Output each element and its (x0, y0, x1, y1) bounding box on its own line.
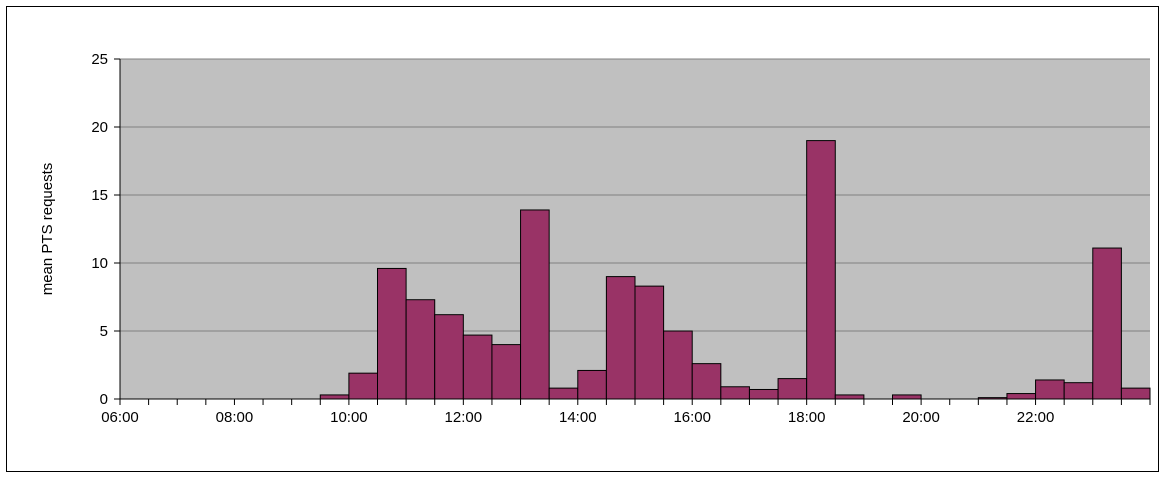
x-tick-label: 12:00 (445, 409, 483, 426)
x-tick-label: 18:00 (788, 409, 826, 426)
bar-21:30 (1006, 393, 1037, 400)
x-axis-ticks: 06:00 08:00 10:00 12:00 14:00 16:00 18:00 20:00… (101, 399, 1151, 426)
y-tick-label: 10 (91, 255, 108, 272)
y-tick-label: 15 (91, 187, 108, 204)
bar-19:30 (892, 394, 922, 400)
bar-14:00 (577, 369, 607, 400)
bar-13:30 (548, 387, 579, 400)
bar-16:30 (720, 386, 750, 400)
bar-11:00 (405, 299, 436, 400)
bar-10:00 (348, 372, 378, 400)
bar-13:00 (520, 209, 550, 400)
bar-17:00 (748, 388, 779, 400)
bar-12:30 (491, 344, 522, 400)
bar-17:30 (777, 378, 808, 400)
bar-15:30 (663, 330, 693, 400)
bar-18:30 (834, 394, 865, 400)
bar-18:00 (806, 140, 836, 400)
x-tick-label: 14:00 (559, 409, 597, 426)
bar-15:00 (634, 285, 665, 400)
x-tick-label: 10:00 (330, 409, 368, 426)
bar-23:30 (1120, 387, 1151, 400)
x-tick-label: 08:00 (216, 409, 254, 426)
x-tick-label: 22:00 (1017, 409, 1055, 426)
bar-12:00 (462, 334, 493, 400)
bar-22:30 (1063, 382, 1094, 400)
bar-16:00 (691, 363, 722, 400)
y-axis-title: mean PTS requests (39, 163, 56, 296)
bar-14:30 (605, 276, 636, 400)
bars (319, 140, 1151, 400)
bar-10:30 (377, 267, 407, 400)
y-tick-label: 0 (100, 391, 108, 408)
y-axis-ticks: 0 5 10 15 20 25 (91, 51, 120, 408)
bar-22:00 (1035, 379, 1065, 400)
y-tick-label: 25 (91, 51, 108, 68)
x-tick-label: 16:00 (673, 409, 711, 426)
bar-23:00 (1092, 247, 1122, 400)
y-tick-label: 20 (91, 119, 108, 136)
gridlines (120, 58, 1150, 332)
bar-09:30 (319, 394, 350, 400)
x-tick-label: 20:00 (902, 409, 940, 426)
x-tick-label: 06:00 (101, 409, 139, 426)
bar-11:30 (434, 314, 464, 400)
y-tick-label: 5 (100, 323, 108, 340)
